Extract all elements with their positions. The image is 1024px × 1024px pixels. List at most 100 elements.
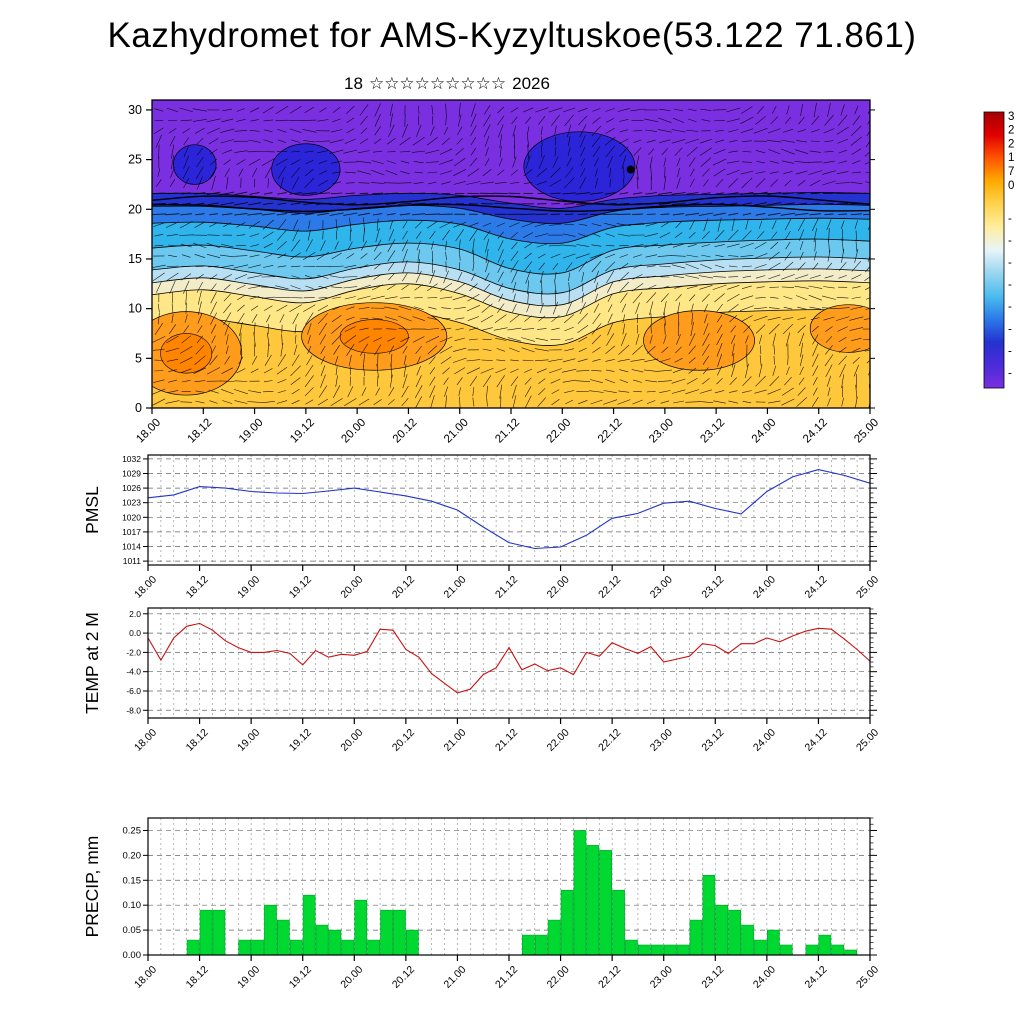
x-tick-label: 22.12 [596,727,623,754]
pmsl-panel: 1032 1029 1026 1023 1020 1017 1014 1011 18.00 18.… [82,454,881,601]
y-tick-label: 0.10 [123,900,142,911]
colorbar-label: - [1008,213,1012,225]
precip-bar [663,944,677,956]
x-tick-label: 21.12 [493,574,520,601]
precip-bar [328,929,342,956]
y-tick-label: 1011 [123,556,142,566]
precip-bar [689,919,703,956]
contour-line [152,309,870,346]
y-tick-label: 0 [135,401,142,415]
colorbar-label: - [1008,367,1012,379]
y-tick-label: 15 [128,252,142,266]
precip-bar [741,924,754,956]
colorbar-label: 1 [1008,152,1014,164]
precip-bar [534,934,548,956]
precip-bar [728,909,741,956]
y-tick-label: 30 [128,103,142,117]
x-tick-label: 20.00 [338,574,365,601]
precip-bar [289,939,303,956]
y-tick-label: 5 [135,351,142,365]
subtitle-year: 2026 [512,74,550,93]
x-tick-label: 22.00 [545,417,574,446]
precip-bar [393,909,406,956]
x-tick-label: 23.12 [698,417,727,446]
y-tick-label: 1032 [122,454,141,464]
colorbar: 3 22 1 7 0 - - - - - - - - [983,111,1014,389]
precip-bar [715,904,729,956]
colorbar-label: 7 [1008,166,1014,178]
x-tick-label: 21.00 [442,417,471,446]
y-tick-label: 0.15 [123,875,142,886]
x-tick-label: 24.00 [751,964,778,991]
precip-bar [251,939,264,956]
shear-band-line [152,203,870,213]
colorbar-label: - [1008,301,1012,313]
precip-bar [276,919,290,956]
precip-bar [612,889,625,956]
x-tick-label: 23.12 [699,964,726,991]
hot-core [339,319,409,354]
star-glyphs: ☆☆☆☆☆☆☆☆☆ [368,74,507,93]
precip-bar [818,934,832,956]
precip-bar [212,909,226,956]
x-tick-label: 25.00 [854,964,881,991]
x-tick-label: 20.12 [391,417,420,446]
x-tick-label: 25.00 [852,417,881,446]
x-tick-label: 19.00 [235,964,262,991]
x-tick-label: 18.00 [132,727,159,754]
dark-spot [626,165,635,174]
y-tick-label: 1029 [122,468,141,478]
contour-line [152,280,870,319]
x-tick-label: 23.00 [648,727,675,754]
colorbar-label: - [1008,235,1012,247]
x-tick-label: 18.12 [184,964,211,991]
x-tick-label: 24.12 [801,417,830,446]
y-tick-label: -2.0 [126,647,141,657]
y-tick-label: 20 [128,202,142,216]
y-tick-label: 1020 [122,512,141,522]
x-tick-label: 23.12 [699,574,726,601]
page-title: Kazhydromet for AMS-Kyzyltuskoe(53.122 7… [107,16,917,55]
x-tick-label: 20.00 [339,417,368,446]
precip-bar [186,939,200,956]
y-tick-label: 1014 [122,542,141,552]
colorbar-label: - [1008,279,1012,291]
cold-vortex [523,131,636,202]
x-tick-label: 20.12 [390,574,417,601]
colorbar-label: 3 [1008,111,1014,123]
pmsl-line [147,469,871,550]
colorbar-label: - [1008,323,1012,335]
y-tick-label: -8.0 [126,705,141,715]
x-tick-label: 19.12 [287,574,314,601]
y-tick-label: 0.00 [123,950,142,961]
cold-vortex [173,144,217,185]
x-tick-label: 23.12 [699,727,726,754]
colorbar-label: 0 [1008,180,1014,192]
precip-bar [676,944,690,956]
warm-core [809,304,870,353]
x-tick-label: 23.00 [648,574,675,601]
temp-2m-line [147,622,871,694]
x-tick-label: 19.12 [287,964,314,991]
precip-bar [625,939,638,956]
y-tick-label: -4.0 [126,667,141,677]
precip-bar [702,874,716,956]
precip-bar [831,944,845,956]
x-tick-label: 22.12 [596,417,625,446]
x-tick-label: 21.12 [493,727,520,754]
x-tick-label: 18.12 [186,417,215,446]
precip-bar [754,939,767,956]
x-tick-label: 19.12 [287,727,314,754]
precip-bar [521,934,535,956]
x-tick-label: 22.00 [545,727,572,754]
x-tick-label: 24.00 [751,727,778,754]
wind-barbs [152,102,870,408]
x-tick-label: 19.00 [235,727,262,754]
precip-bar [302,894,316,956]
precip-bar [586,845,600,956]
colorbar-scale [983,111,1005,389]
x-tick-label: 19.12 [288,417,317,446]
precip-bar [805,944,819,956]
x-tick-label: 24.00 [751,574,778,601]
